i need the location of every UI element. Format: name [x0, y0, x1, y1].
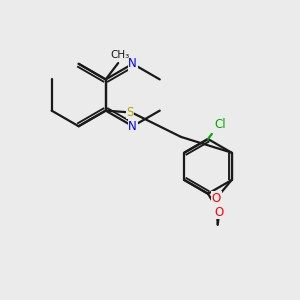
Text: Cl: Cl [215, 118, 226, 131]
Text: N: N [128, 57, 137, 70]
Text: O: O [214, 206, 224, 219]
Text: O: O [212, 192, 221, 205]
Text: N: N [128, 120, 137, 133]
Text: S: S [126, 106, 134, 118]
Text: CH₃: CH₃ [110, 50, 129, 60]
